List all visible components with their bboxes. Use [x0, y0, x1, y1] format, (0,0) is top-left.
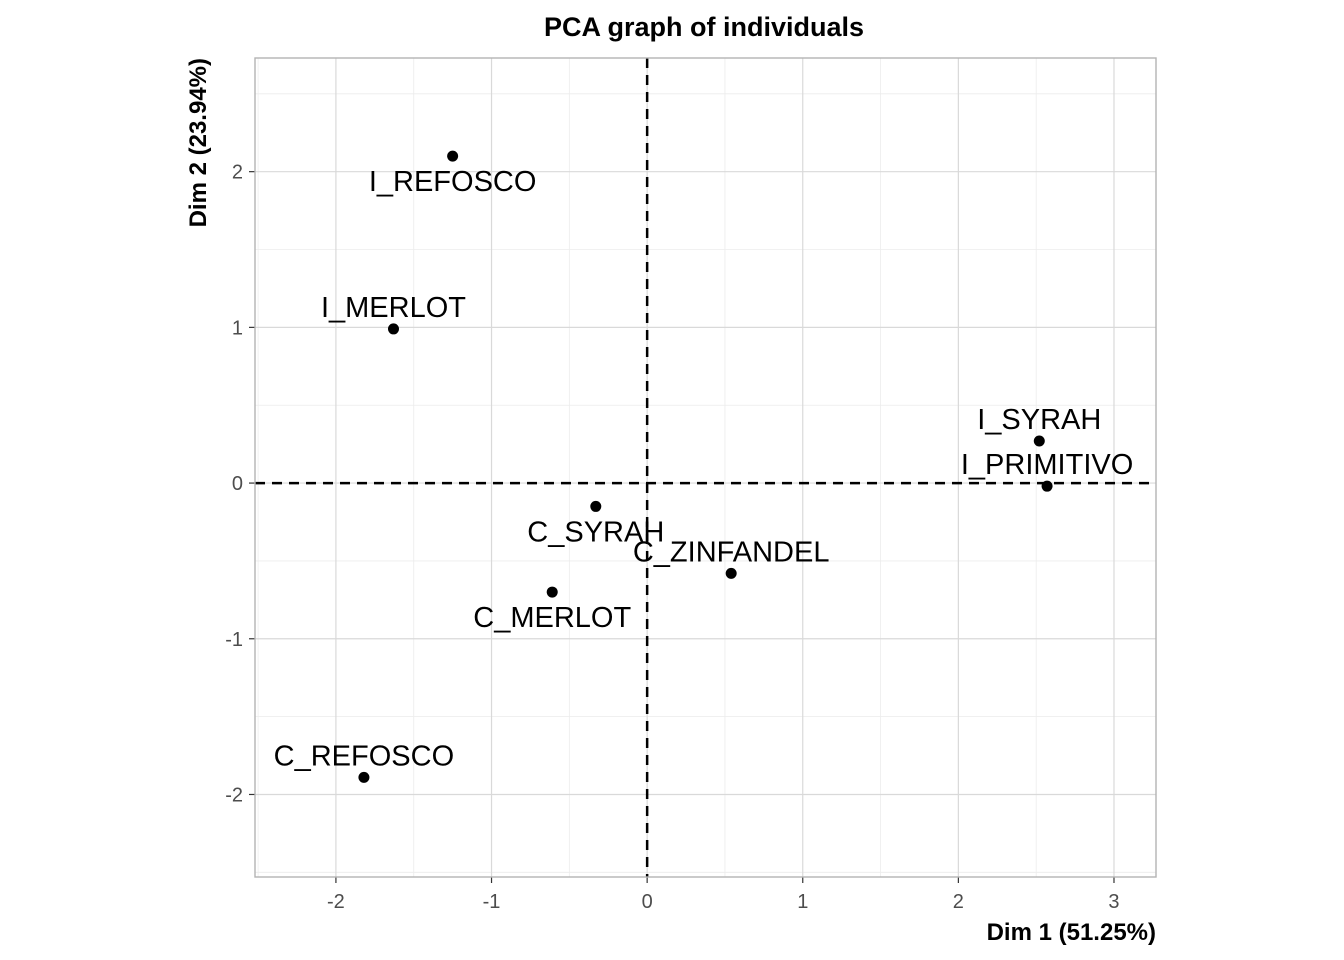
data-point [546, 586, 558, 598]
data-point [387, 323, 399, 335]
point-label: I_PRIMITIVO [961, 449, 1133, 481]
x-tick-label: -2 [327, 891, 345, 913]
y-tick-label: 2 [232, 162, 243, 184]
point-label: I_SYRAH [977, 404, 1101, 436]
point-label: C_REFOSCO [274, 740, 454, 772]
y-tick-label: -2 [225, 784, 243, 806]
chart-title: PCA graph of individuals [544, 12, 864, 42]
x-tick-label: -1 [483, 891, 501, 913]
point-label: I_REFOSCO [369, 166, 537, 198]
point-label: C_SYRAH [527, 516, 664, 548]
grid [255, 58, 1156, 877]
x-tick-label: 2 [953, 891, 964, 913]
x-axis-title: Dim 1 (51.25%) [987, 919, 1156, 946]
axis-ticks: -2 -1 0 1 2 3 -2 -1 0 1 2 [225, 162, 1119, 913]
plot-panel-border [254, 57, 1157, 878]
y-axis-title: Dim 2 (23.94%) [185, 58, 212, 227]
point-label: I_MERLOT [321, 292, 466, 324]
data-point [1041, 480, 1053, 492]
data-point [358, 771, 370, 783]
y-tick-label: 1 [232, 317, 243, 339]
data-point [447, 150, 459, 162]
y-tick-label: 0 [232, 473, 243, 495]
x-tick-label: 0 [642, 891, 653, 913]
x-tick-label: 1 [797, 891, 808, 913]
point-label: C_MERLOT [473, 602, 631, 634]
point-label: C_ZINFANDEL [633, 536, 830, 568]
data-point [1033, 435, 1045, 447]
data-points: I_REFOSCO I_MERLOT I_SYRAH I_PRIMITIVO C_SYR… [274, 150, 1133, 783]
y-tick-label: -1 [225, 629, 243, 651]
data-point [590, 500, 602, 512]
x-tick-label: 3 [1108, 891, 1119, 913]
reference-lines [255, 58, 1156, 877]
data-point [725, 567, 737, 579]
